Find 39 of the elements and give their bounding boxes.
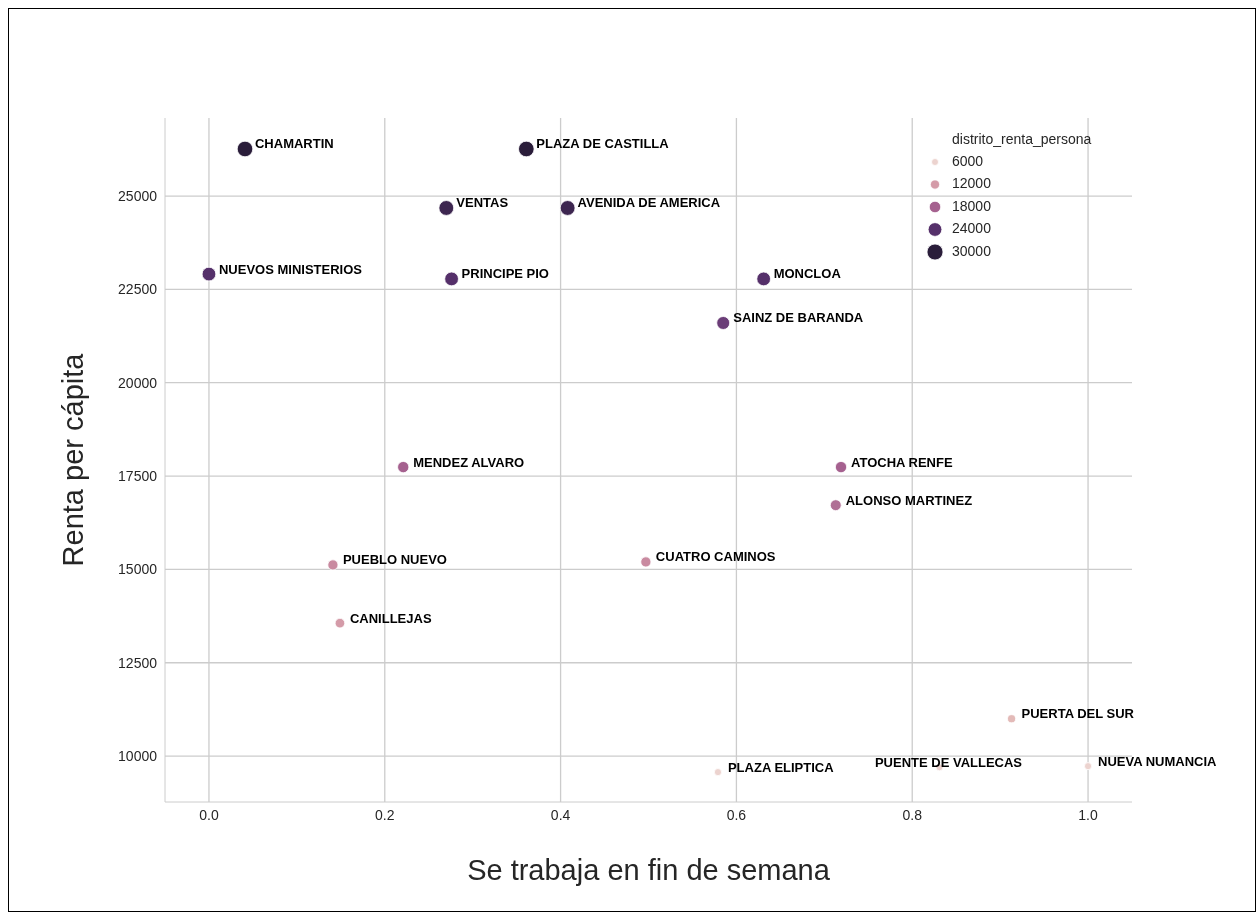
x-tick-label: 0.0 [199, 806, 219, 823]
y-tick-label: 12500 [118, 654, 158, 671]
legend-label: 12000 [952, 175, 992, 192]
annotation: PUEBLO NUEVO [342, 552, 447, 568]
y-tick-label: 17500 [118, 468, 158, 485]
annotation: ATOCHA RENFE [851, 454, 953, 470]
annotation: NUEVOS MINISTERIOS [218, 261, 363, 277]
y-tick-label: 20000 [118, 374, 158, 391]
y-tick-label: 25000 [118, 188, 158, 204]
y-tick-label: 10000 [118, 748, 158, 765]
x-tick-label: 0.8 [902, 806, 923, 823]
legend-label: 18000 [952, 197, 992, 214]
annotation: SAINZ DE BARANDA [733, 310, 864, 326]
y-tick-label: 22500 [118, 281, 158, 298]
x-tick-label: 0.6 [726, 806, 747, 823]
annotation: PUENTE DE VALLECAS [874, 754, 1023, 770]
annotation: CHAMARTIN [255, 136, 334, 152]
y-axis-title: Renta per cápita [57, 352, 90, 567]
legend-label: 6000 [952, 152, 984, 169]
annotation: CUATRO CAMINOS [655, 549, 776, 565]
annotation: PUERTA DEL SUR [1021, 706, 1135, 722]
annotation: AVENIDA DE AMERICA [577, 195, 721, 211]
annotation: CANILLEJAS [349, 610, 432, 626]
x-tick-label: 0.2 [375, 806, 395, 823]
annotation: MONCLOA [773, 266, 842, 282]
annotation: VENTAS [456, 195, 509, 211]
x-axis-title: Se trabaja en fin de semana [467, 854, 831, 886]
annotation: ALONSO MARTINEZ [845, 492, 973, 508]
y-tick-label: 15000 [118, 561, 158, 578]
x-tick-label: 0.4 [550, 806, 571, 823]
annotation: NUEVA NUMANCIA [1098, 753, 1218, 769]
legend-title: distrito_renta_persona [952, 130, 1092, 147]
annotation: PLAZA ELIPTICA [727, 759, 835, 775]
annotation: PRINCIPE PIO [461, 266, 550, 282]
legend-label: 30000 [952, 242, 992, 259]
annotation: PLAZA DE CASTILLA [536, 136, 670, 152]
annotation: MENDEZ ALVARO [413, 454, 525, 470]
legend-label: 24000 [952, 220, 992, 237]
x-tick-label: 1.0 [1078, 806, 1098, 823]
